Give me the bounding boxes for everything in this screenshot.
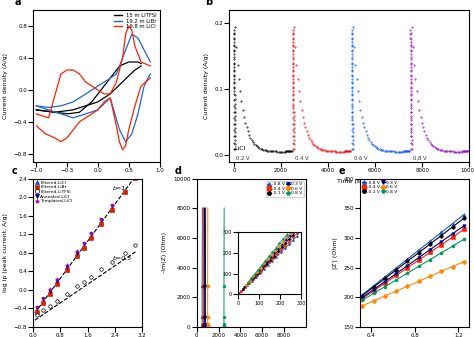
Y-axis label: Current density (A/g): Current density (A/g) — [3, 53, 8, 119]
X-axis label: Time (s): Time (s) — [337, 179, 362, 184]
Text: 0.4 V: 0.4 V — [295, 156, 309, 161]
Text: LiCl: LiCl — [234, 146, 246, 151]
Text: b=0.5: b=0.5 — [113, 256, 133, 261]
Text: e: e — [338, 166, 345, 176]
Text: b: b — [205, 0, 212, 7]
Text: c: c — [11, 166, 17, 176]
Text: 0.8 V: 0.8 V — [413, 156, 427, 161]
Text: b=1: b=1 — [113, 186, 127, 191]
Text: 0.2 V: 0.2 V — [236, 156, 250, 161]
Text: 0.6 V: 0.6 V — [354, 156, 367, 161]
Y-axis label: |Z′| (Ohm): |Z′| (Ohm) — [332, 237, 338, 269]
Legend: -0.8 V, -0.4 V, -0.1 V, 0.3 V, 0.6 V, 0.8 V: -0.8 V, -0.4 V, -0.1 V, 0.3 V, 0.6 V, 0.… — [265, 181, 303, 197]
X-axis label: Potential vs. Ag wire (V): Potential vs. Ag wire (V) — [59, 179, 134, 184]
Text: a: a — [14, 0, 21, 7]
Text: d: d — [175, 166, 182, 176]
Y-axis label: log ip (peak current, A/g): log ip (peak current, A/g) — [3, 213, 8, 292]
Y-axis label: -Im(Z) (Ohm): -Im(Z) (Ohm) — [163, 232, 167, 273]
Legend: 15 m LiTFSI, 19.2 m LiBr, 19.8 m LiCl: 15 m LiTFSI, 19.2 m LiBr, 19.8 m LiCl — [114, 13, 157, 29]
Y-axis label: Current density (A/g): Current density (A/g) — [204, 53, 209, 119]
Legend: Filtered-LiCl, Filtered-LiBr, Filtered-LiTFSI, Annealed-LiCl, Templated-LiCl: Filtered-LiCl, Filtered-LiBr, Filtered-L… — [36, 181, 73, 203]
Legend: -0.8 V, -0.4 V, -0.1 V, 0.3 V, 0.6 V, 0.8 V: -0.8 V, -0.4 V, -0.1 V, 0.3 V, 0.6 V, 0.… — [363, 181, 398, 194]
